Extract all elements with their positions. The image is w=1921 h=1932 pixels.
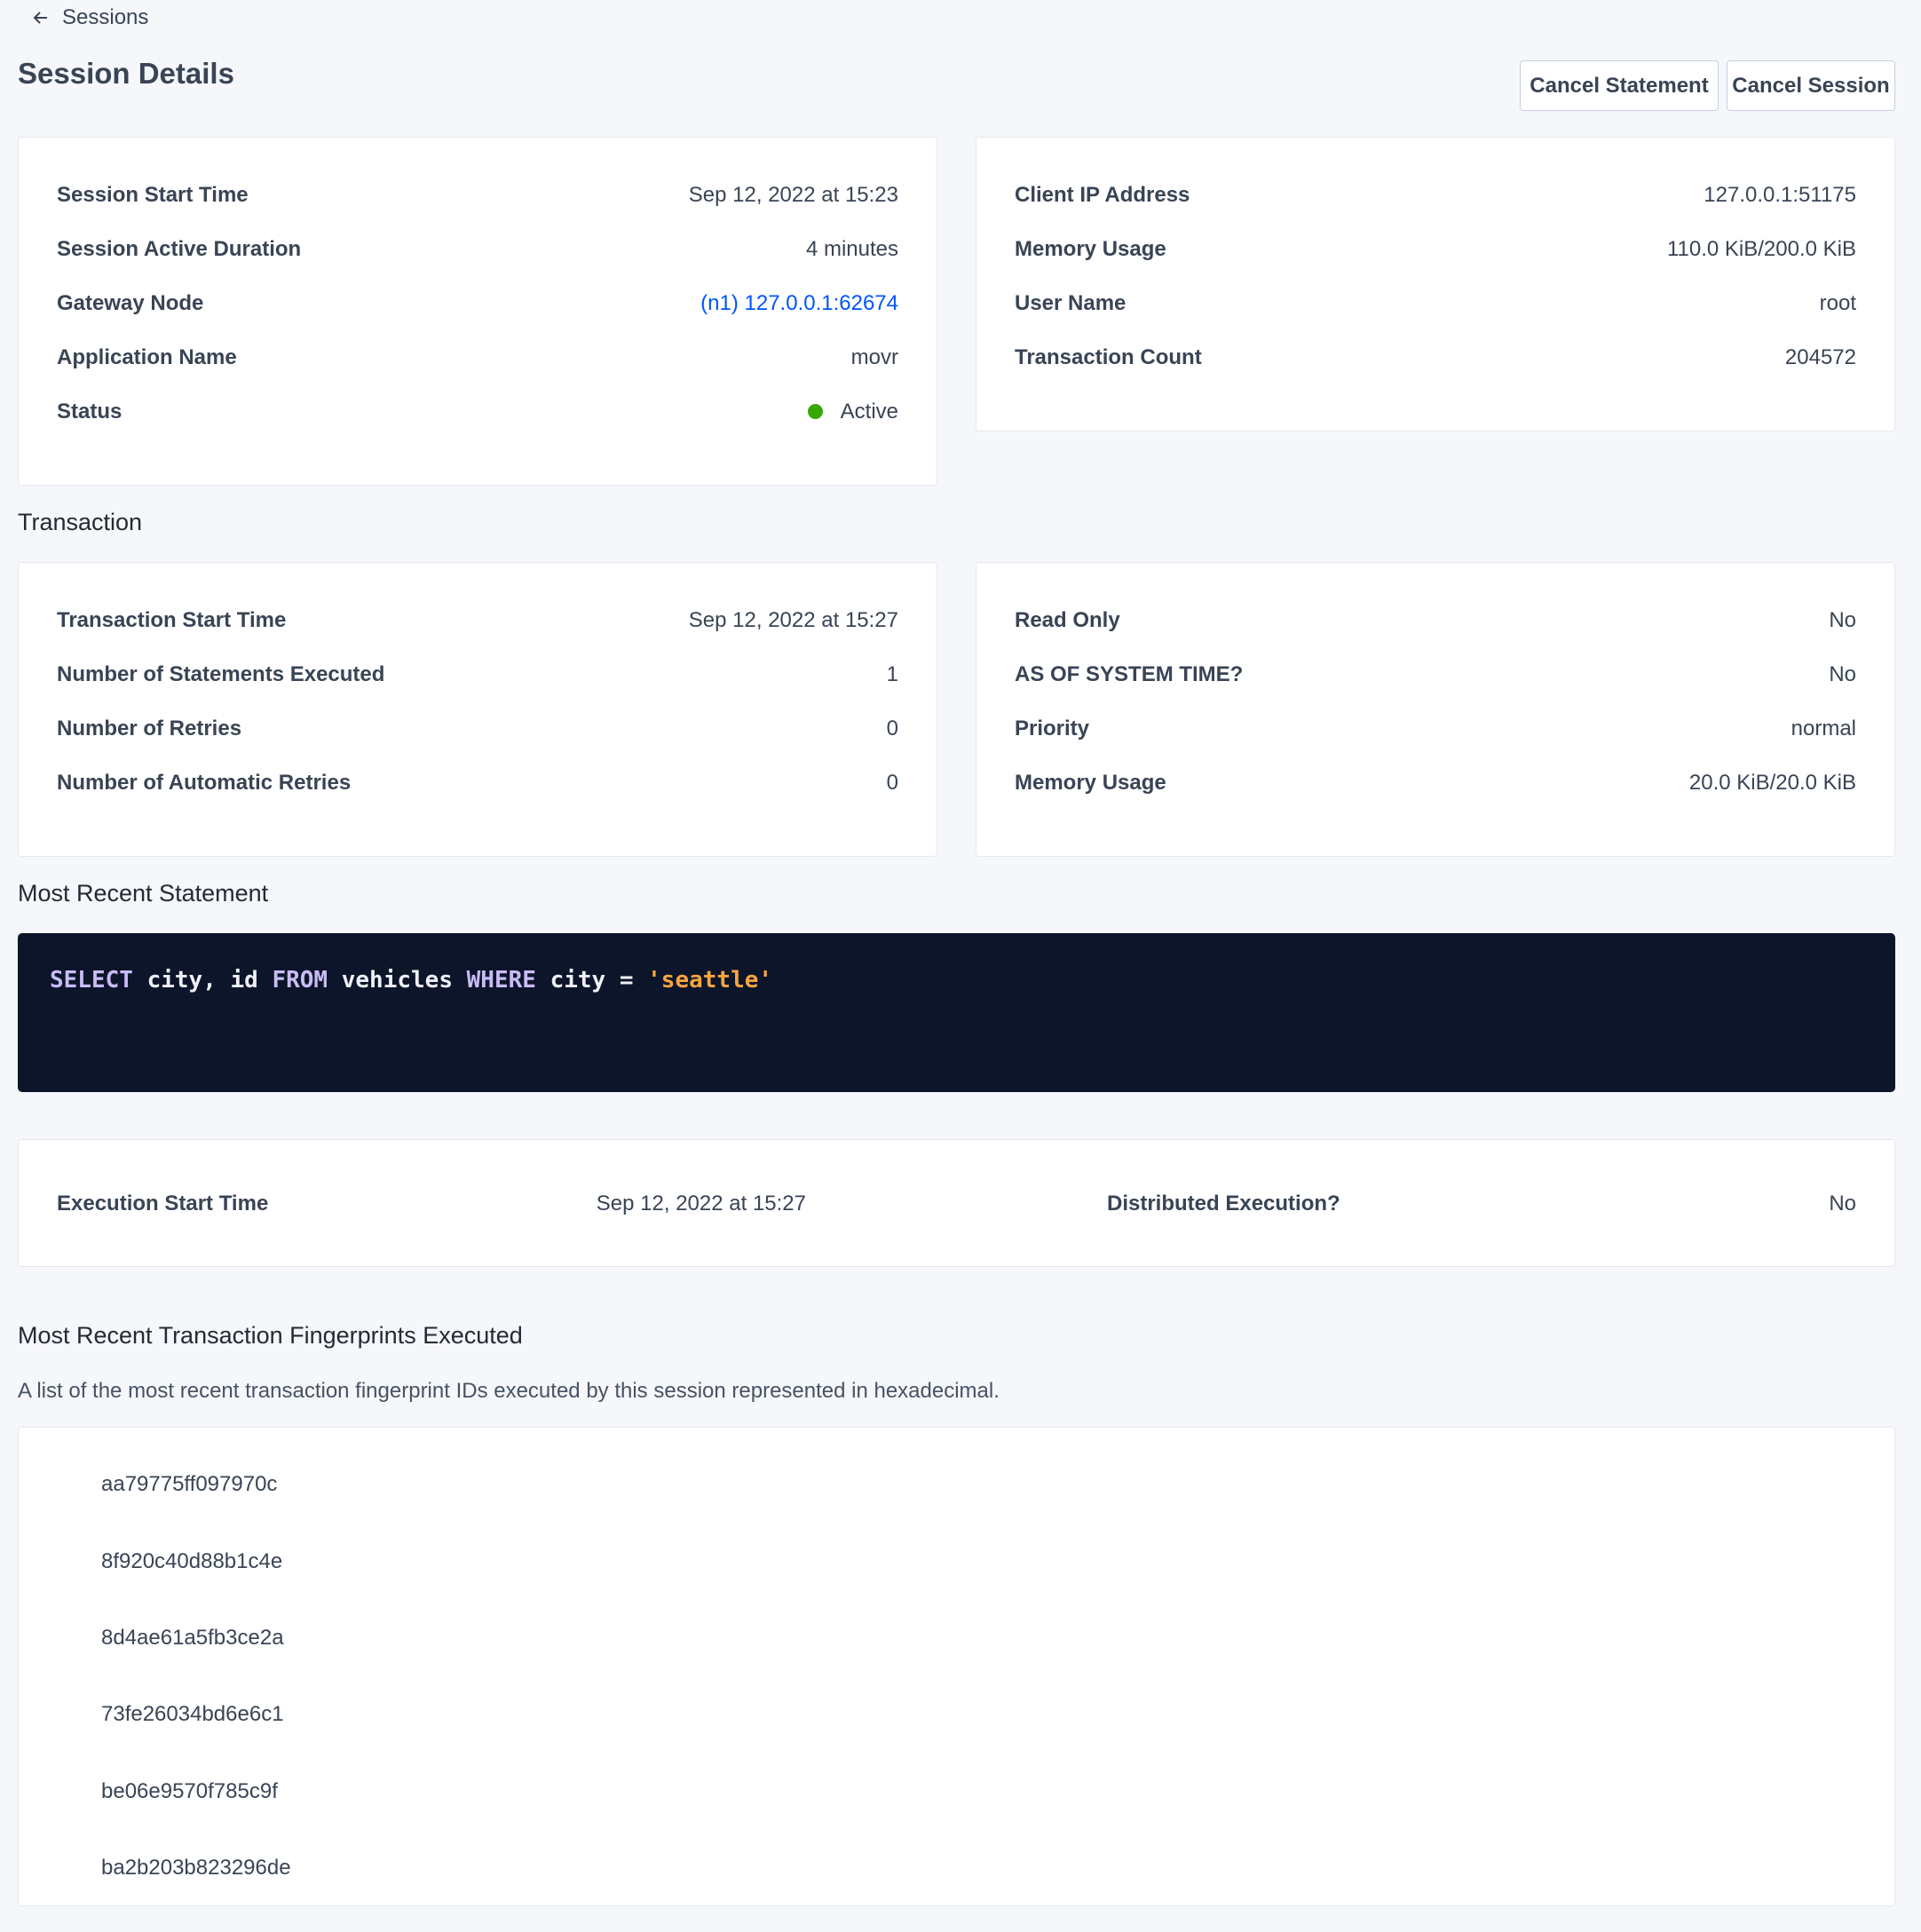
session-client-card: Client IP Address 127.0.0.1:51175 Memory … [976,137,1895,432]
detail-row: Distributed Execution? No [1107,1176,1856,1231]
detail-row: User Name root [1015,276,1856,330]
status-badge: Active [807,399,898,424]
detail-value: movr [850,344,898,369]
detail-row: Number of Statements Executed 1 [57,647,898,701]
detail-value: Sep 12, 2022 at 15:27 [596,1191,806,1215]
detail-label: Execution Start Time [57,1191,269,1215]
detail-value: 1 [886,661,898,686]
detail-row: Number of Automatic Retries 0 [57,756,898,810]
fingerprint-item: ba2b203b823296de [101,1856,291,1881]
back-to-sessions-link[interactable]: Sessions [32,5,148,30]
sql-keyword: FROM [272,967,328,994]
statement-heading: Most Recent Statement [18,880,269,907]
detail-row: Application Name movr [57,330,898,384]
fingerprint-item: 73fe26034bd6e6c1 [101,1702,284,1727]
detail-value: 4 minutes [805,236,898,261]
detail-label: AS OF SYSTEM TIME? [1015,661,1244,686]
cancel-statement-button[interactable]: Cancel Statement [1520,60,1719,111]
detail-value: 20.0 KiB/20.0 KiB [1688,770,1856,795]
detail-label: Application Name [57,344,237,369]
detail-label: Distributed Execution? [1107,1191,1340,1215]
detail-row: Number of Retries 0 [57,701,898,756]
detail-label: Status [57,399,123,424]
detail-label: Session Start Time [57,182,249,207]
sql-keyword: WHERE [466,967,536,994]
sql-keyword: SELECT [50,967,133,994]
detail-row: AS OF SYSTEM TIME? No [1015,647,1856,701]
session-info-card: Session Start Time Sep 12, 2022 at 15:23 … [18,137,937,486]
fingerprints-heading: Most Recent Transaction Fingerprints Exe… [18,1322,523,1349]
detail-value: root [1819,290,1856,315]
execution-card: Execution Start Time Sep 12, 2022 at 15:2… [18,1139,1895,1267]
detail-row: Status Active [57,384,898,439]
detail-row: Client IP Address 127.0.0.1:51175 [1015,168,1856,222]
sql-string: 'seattle' [647,967,773,994]
sql-text: city, id [132,967,273,994]
detail-value: Sep 12, 2022 at 15:23 [688,182,898,207]
detail-value: 110.0 KiB/200.0 KiB [1666,236,1856,261]
detail-value: 0 [886,770,898,795]
detail-value: normal [1791,716,1856,740]
detail-label: Read Only [1015,607,1120,632]
detail-label: Number of Automatic Retries [57,770,352,795]
transaction-info-card: Transaction Start Time Sep 12, 2022 at 15… [18,562,937,857]
fingerprint-item: aa79775ff097970c [101,1472,278,1497]
transaction-heading: Transaction [18,509,143,535]
transaction-options-card: Read Only No AS OF SYSTEM TIME? No Priorit… [976,562,1895,857]
detail-row: Read Only No [1015,593,1856,647]
cancel-session-button[interactable]: Cancel Session [1727,60,1895,111]
detail-value: No [1829,1191,1856,1215]
detail-row: Memory Usage 110.0 KiB/200.0 KiB [1015,222,1856,276]
status-value: Active [840,399,898,424]
detail-label: Number of Statements Executed [57,661,385,686]
detail-label: Client IP Address [1015,182,1190,207]
detail-row: Execution Start Time Sep 12, 2022 at 15:2… [57,1176,806,1231]
detail-value: 0 [886,716,898,740]
detail-label: Number of Retries [57,716,242,740]
detail-label: Gateway Node [57,290,204,315]
detail-value: 204572 [1784,344,1856,369]
detail-row: Transaction Start Time Sep 12, 2022 at 15… [57,593,898,647]
sql-text: vehicles [328,967,467,994]
detail-label: Priority [1015,716,1090,740]
detail-label: Memory Usage [1015,236,1166,261]
detail-row: Memory Usage 20.0 KiB/20.0 KiB [1015,756,1856,810]
detail-label: User Name [1015,290,1127,315]
detail-row: Session Active Duration 4 minutes [57,222,898,276]
detail-value: No [1829,661,1856,686]
status-dot-icon [807,404,823,419]
detail-row: Priority normal [1015,701,1856,756]
page-title: Session Details [18,57,234,90]
fingerprint-item: 8f920c40d88b1c4e [101,1548,283,1573]
detail-value: 127.0.0.1:51175 [1704,182,1856,207]
fingerprint-item: 8d4ae61a5fb3ce2a [101,1625,284,1650]
detail-row: Transaction Count 204572 [1015,330,1856,384]
detail-value: Sep 12, 2022 at 15:27 [688,607,898,632]
detail-label: Memory Usage [1015,770,1166,795]
sql-text: city = [535,967,648,994]
fingerprints-description: A list of the most recent transaction fi… [18,1379,1000,1403]
gateway-node-link[interactable]: (n1) 127.0.0.1:62674 [700,290,898,315]
fingerprints-list: aa79775ff097970c 8f920c40d88b1c4e 8d4ae6… [18,1427,1895,1906]
arrow-left-icon [33,12,47,24]
detail-row: Gateway Node (n1) 127.0.0.1:62674 [57,276,898,330]
fingerprint-item: be06e9570f785c9f [101,1778,278,1803]
detail-label: Transaction Count [1015,344,1202,369]
back-label: Sessions [62,5,149,29]
sql-statement-block: SELECT city, id FROM vehicles WHERE city… [18,933,1895,1092]
detail-label: Session Active Duration [57,236,302,261]
detail-label: Transaction Start Time [57,607,287,632]
detail-row: Session Start Time Sep 12, 2022 at 15:23 [57,168,898,222]
detail-value: No [1829,607,1856,632]
